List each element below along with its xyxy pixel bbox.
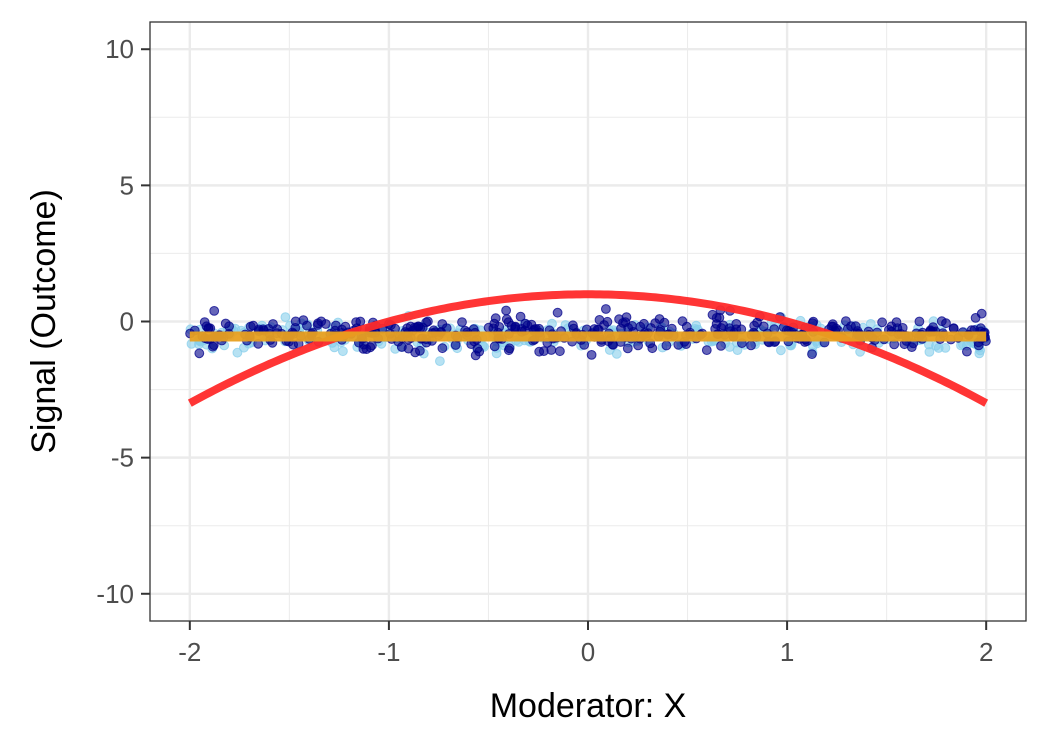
data-point [280,312,291,323]
data-point [891,317,902,328]
x-tick-label: -1 [377,637,400,667]
data-point [488,323,499,334]
x-tick-label: 0 [581,637,595,667]
data-point [450,340,461,350]
y-tick-label: 0 [120,307,134,337]
data-point [962,346,972,357]
data-point [776,345,786,356]
y-tick-label: -5 [111,443,134,473]
data-point [579,340,590,350]
data-point [194,348,205,359]
quadratic-curve [187,290,989,407]
y-tick-label: 10 [105,34,134,64]
data-point [594,315,605,325]
data-point [752,317,762,328]
data-point [552,307,563,318]
data-point [489,341,500,352]
data-point [515,311,526,322]
data-point [746,340,756,351]
data-point [716,341,726,351]
data-point [224,321,235,332]
y-tick-label: 5 [120,170,134,200]
data-point [534,346,545,357]
data-point [807,349,817,360]
data-point [435,356,445,367]
data-point [623,323,634,333]
data-point [724,342,735,352]
x-axis-title: Moderator: X [490,687,687,725]
data-point [681,321,692,332]
data-point [501,314,512,325]
data-point [201,321,212,332]
data-point [338,346,348,357]
data-point [209,306,220,316]
data-point [586,350,597,360]
data-point [208,341,218,352]
x-tick-label: 1 [780,637,794,667]
data-point [413,321,424,332]
data-point [661,340,672,351]
x-tick-label: -2 [178,637,201,667]
data-point [298,315,309,326]
data-point [659,317,670,328]
data-point [621,312,632,323]
data-point [520,318,531,329]
data-point [504,343,515,354]
data-point [474,346,485,357]
data-point [248,320,259,331]
data-point [501,305,512,316]
data-point [622,343,633,354]
data-point [635,321,646,332]
data-point [611,349,622,359]
data-point [555,346,565,357]
data-point [976,308,987,319]
data-point [975,323,986,334]
data-point [457,317,467,328]
data-point [313,318,323,329]
data-point [367,340,377,351]
data-point [510,322,520,333]
data-point [355,316,366,327]
data-point [877,317,887,328]
data-point [232,347,243,358]
data-point [940,343,951,353]
data-point [827,319,838,330]
data-point [601,304,611,314]
data-point [437,343,448,354]
data-point [602,316,613,327]
data-point [914,316,925,327]
data-point [568,320,578,331]
y-axis-title: Signal (Outcome) [25,189,63,454]
x-tick-label: 2 [979,637,993,667]
data-point [415,345,425,356]
y-tick-label: -10 [96,579,134,609]
data-point [701,345,712,356]
data-point [268,319,278,329]
series-layer [185,290,991,407]
data-point [714,312,725,323]
data-point [941,318,951,329]
